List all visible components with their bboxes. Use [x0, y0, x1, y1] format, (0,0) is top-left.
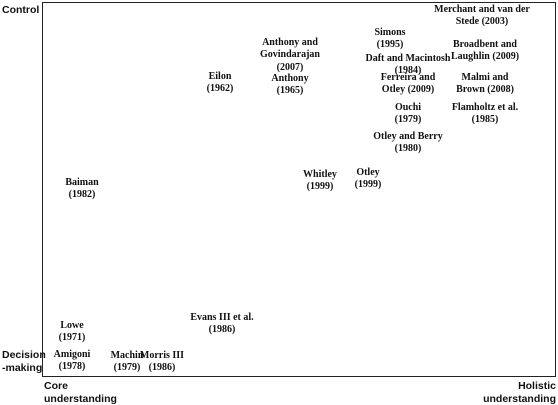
- label: Core: [44, 380, 68, 392]
- node-label: Whitley: [303, 169, 337, 180]
- y-axis-bottom: Decision -making: [2, 349, 46, 374]
- node-label: (1965): [276, 85, 304, 97]
- node-label: (1995): [376, 39, 404, 51]
- node-label: (1982): [68, 189, 96, 201]
- label: Holistic: [518, 380, 556, 392]
- node-label: Govindarajan: [259, 49, 320, 61]
- node-label: Stede (2003): [455, 16, 509, 28]
- node-label: Anthony and: [262, 37, 318, 48]
- node: Amigoni (1978): [7, 349, 137, 374]
- frame: [42, 2, 556, 377]
- node-label: Machin: [110, 350, 144, 361]
- node: Ouchi (1979): [343, 102, 473, 127]
- node-label: (1971): [58, 332, 86, 344]
- node-label: Ouchi: [394, 102, 422, 113]
- x-axis-right: Holistic understanding: [483, 380, 556, 405]
- node-label: Otley (2009): [381, 84, 435, 96]
- node: Ferreira and Otley (2009): [343, 72, 473, 97]
- node-label: (1986): [208, 324, 236, 336]
- node: Malmi and Brown (2008): [420, 72, 550, 97]
- label: understanding: [44, 392, 117, 405]
- node: Otley and Berry (1980): [343, 131, 473, 156]
- node-label: Eilon: [208, 71, 232, 82]
- node: Machin (1979): [62, 350, 192, 375]
- node: Baiman (1982): [17, 177, 147, 202]
- node-label: Broadbent and: [452, 39, 517, 50]
- node-label: Malmi and: [461, 72, 509, 83]
- label: understanding: [483, 392, 556, 405]
- node-label: Evans III et al.: [190, 312, 254, 323]
- node: Otley (1999): [303, 167, 433, 192]
- node-label: Merchant and van der: [434, 4, 530, 15]
- node: Flamholtz et al. (1985): [420, 102, 550, 127]
- y-axis-top: Control: [2, 4, 39, 17]
- node: Simons (1995): [325, 27, 455, 52]
- x-axis-left: Core understanding: [44, 380, 117, 405]
- node-label: (1978): [58, 361, 86, 373]
- node: Eilon (1962): [155, 71, 285, 96]
- node-label: (2007): [276, 61, 304, 73]
- node: Broadbent and Laughlin (2009): [420, 39, 550, 64]
- label: Control: [2, 4, 40, 16]
- node-label: (1979): [113, 362, 141, 374]
- node-label: (1984): [394, 65, 422, 77]
- node-label: Lowe: [60, 320, 84, 331]
- node-label: (1999): [354, 179, 382, 191]
- node-label: (1986): [148, 362, 176, 374]
- node: Anthony (1965): [225, 73, 355, 98]
- node-label: (1962): [206, 83, 234, 95]
- node: Merchant and van der Stede (2003): [417, 4, 547, 29]
- node: Whitley (1999): [255, 169, 385, 194]
- node-label: (1979): [394, 114, 422, 126]
- node-label: Brown (2008): [456, 84, 514, 96]
- label: -making: [2, 361, 43, 374]
- node-label: Anthony: [271, 73, 309, 84]
- node-label: (1985): [471, 114, 499, 126]
- node-label: Otley and Berry: [373, 131, 443, 142]
- node-label: Laughlin (2009): [450, 51, 520, 63]
- node-label: (1980): [394, 143, 422, 155]
- node: Evans III et al. (1986): [157, 312, 287, 337]
- node-label: Otley: [356, 167, 380, 178]
- node-label: Daft and Macintosh: [365, 53, 451, 64]
- node: Anthony and Govindarajan (2007): [225, 37, 355, 74]
- node: Daft and Macintosh (1984): [343, 53, 473, 78]
- node: Lowe (1971): [7, 320, 137, 345]
- node-label: Ferreira and: [380, 72, 436, 83]
- node-label: Amigoni: [53, 349, 91, 360]
- node-label: Simons: [374, 27, 406, 38]
- node-label: Flamholtz et al.: [451, 102, 519, 113]
- label: Decision: [2, 349, 46, 361]
- node-label: Baiman: [65, 177, 99, 188]
- node-label: Morris III: [139, 350, 185, 361]
- node: Morris III (1986): [97, 350, 227, 375]
- node-label: (1999): [306, 181, 334, 193]
